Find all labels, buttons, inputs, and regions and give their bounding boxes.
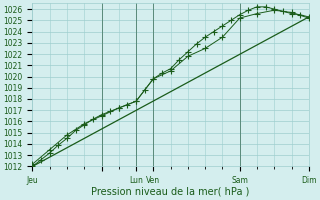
X-axis label: Pression niveau de la mer( hPa ): Pression niveau de la mer( hPa ) [92,187,250,197]
